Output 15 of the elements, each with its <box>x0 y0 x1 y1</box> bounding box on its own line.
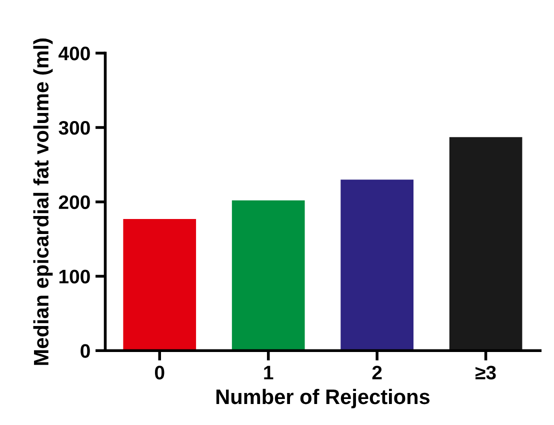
x-axis-title: Number of Rejections <box>216 388 430 408</box>
x-tick-label: 2 <box>372 366 382 380</box>
bar <box>449 137 522 351</box>
x-tick-label: 1 <box>264 366 274 380</box>
y-tick-label: 0 <box>80 344 90 358</box>
y-tick-label: 400 <box>58 46 90 60</box>
y-tick-label: 100 <box>59 270 90 284</box>
bar <box>340 180 414 351</box>
bar <box>123 218 196 351</box>
y-tick-label: 300 <box>58 120 90 135</box>
y-tick-label: 200 <box>58 195 90 210</box>
x-tick-label: 0 <box>154 366 164 380</box>
x-tick-label: ≥3 <box>476 366 496 380</box>
y-axis-title: Median epicardial fat volume (ml) <box>33 38 53 365</box>
bar <box>232 200 305 351</box>
